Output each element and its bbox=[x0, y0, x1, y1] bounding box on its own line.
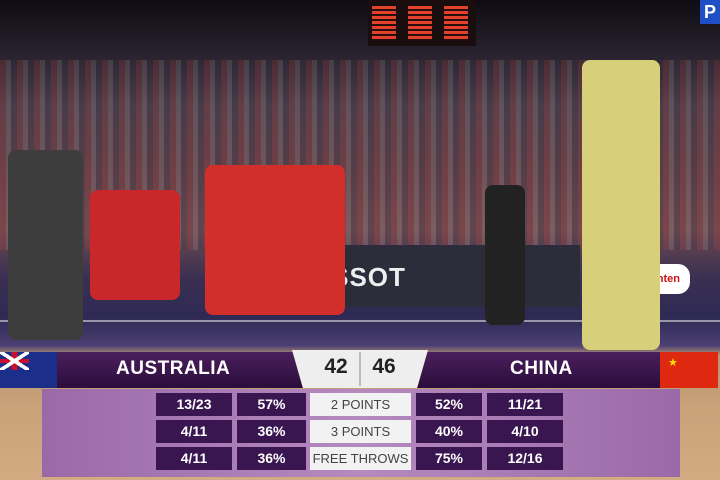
stat-label: 2 POINTS bbox=[310, 393, 411, 416]
stat-label: 3 POINTS bbox=[310, 420, 411, 443]
referee bbox=[485, 185, 525, 325]
away-score: 46 bbox=[372, 355, 396, 378]
away-team-name: CHINA bbox=[510, 358, 573, 379]
referee bbox=[8, 150, 83, 340]
arena-scoreboard bbox=[368, 0, 476, 46]
home-team-name: AUSTRALIA bbox=[116, 358, 231, 379]
score-divider bbox=[359, 352, 361, 386]
stat-home-pct: 36% bbox=[237, 420, 306, 443]
australia-player bbox=[582, 60, 660, 350]
stat-away-made: 12/16 bbox=[487, 447, 563, 470]
stat-away-pct: 52% bbox=[416, 393, 482, 416]
australia-flag-icon bbox=[0, 352, 58, 388]
stat-away-made: 4/10 bbox=[487, 420, 563, 443]
china-flag-icon: ★ bbox=[660, 352, 718, 388]
home-score: 42 bbox=[324, 355, 348, 378]
stat-away-pct: 40% bbox=[416, 420, 482, 443]
channel-logo: P bbox=[700, 0, 720, 24]
stat-home-made: 13/23 bbox=[156, 393, 232, 416]
stat-home-made: 4/11 bbox=[156, 447, 232, 470]
stat-away-pct: 75% bbox=[416, 447, 482, 470]
china-players bbox=[205, 165, 345, 315]
court-line bbox=[0, 320, 720, 322]
stat-away-made: 11/21 bbox=[487, 393, 563, 416]
stat-home-pct: 57% bbox=[237, 393, 306, 416]
stat-home-pct: 36% bbox=[237, 447, 306, 470]
china-players bbox=[90, 190, 180, 300]
stat-label: FREE THROWS bbox=[310, 447, 411, 470]
stat-home-made: 4/11 bbox=[156, 420, 232, 443]
